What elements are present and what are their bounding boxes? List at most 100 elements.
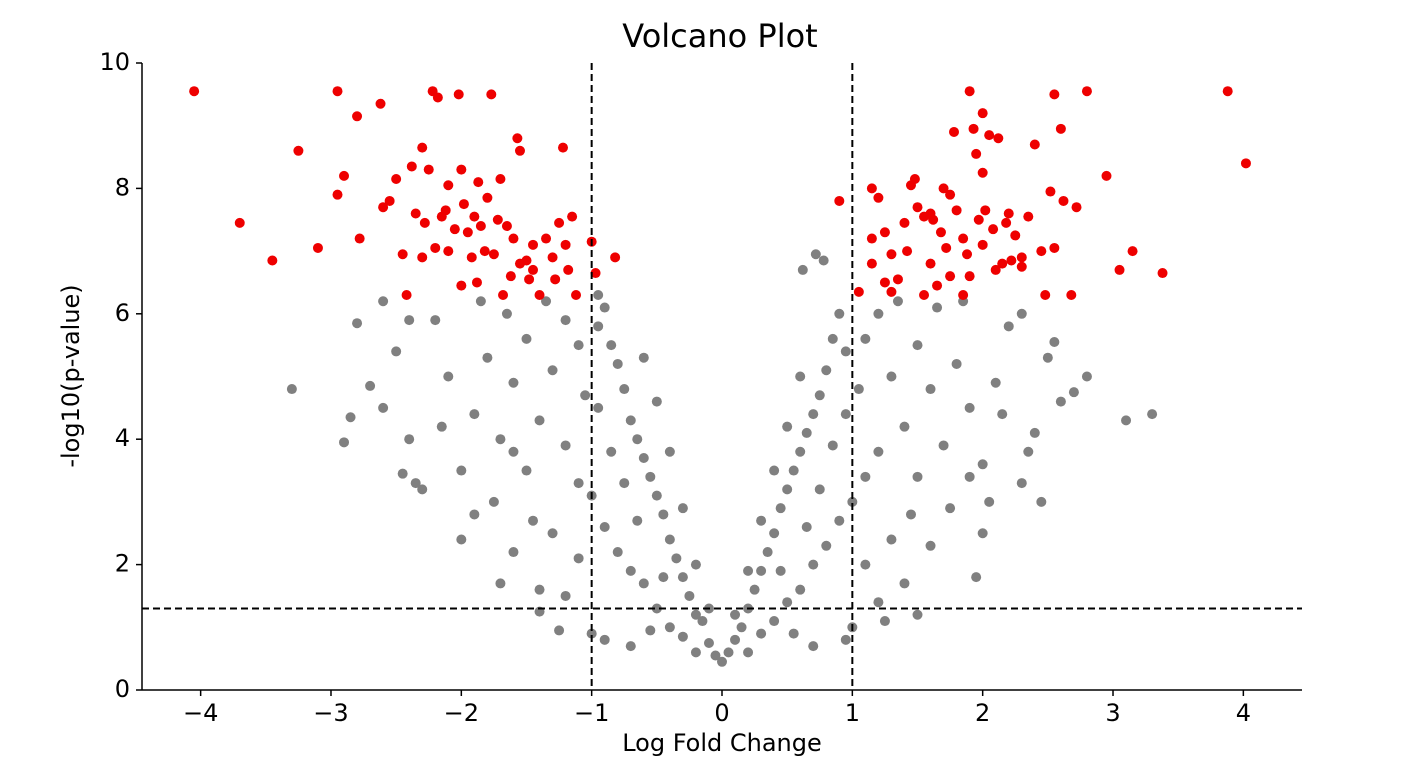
y-tick-label: 4 bbox=[115, 424, 130, 452]
point bbox=[521, 255, 532, 266]
point bbox=[593, 321, 604, 332]
point bbox=[1003, 208, 1014, 219]
point bbox=[625, 565, 636, 576]
point bbox=[1045, 186, 1056, 197]
point bbox=[528, 515, 539, 526]
point bbox=[962, 249, 973, 260]
point bbox=[795, 584, 806, 595]
point bbox=[486, 89, 497, 100]
point bbox=[1081, 86, 1092, 97]
point bbox=[492, 214, 503, 225]
point bbox=[730, 634, 741, 645]
point bbox=[801, 521, 812, 532]
point bbox=[528, 264, 539, 275]
point bbox=[443, 246, 454, 257]
point bbox=[189, 86, 200, 97]
point bbox=[651, 490, 662, 501]
point bbox=[1006, 255, 1017, 266]
point bbox=[404, 315, 415, 326]
point bbox=[810, 249, 821, 260]
point bbox=[912, 202, 923, 213]
point bbox=[586, 628, 597, 639]
point bbox=[550, 274, 561, 285]
point bbox=[977, 167, 988, 178]
point bbox=[703, 637, 714, 648]
point bbox=[775, 565, 786, 576]
x-tick-label: −2 bbox=[444, 699, 479, 727]
point bbox=[651, 603, 662, 614]
point bbox=[384, 195, 395, 206]
point bbox=[432, 92, 443, 103]
point bbox=[762, 547, 773, 558]
point bbox=[977, 528, 988, 539]
point bbox=[684, 590, 695, 601]
point bbox=[853, 384, 864, 395]
point bbox=[638, 453, 649, 464]
point bbox=[971, 148, 982, 159]
point bbox=[512, 133, 523, 144]
x-tick-label: 2 bbox=[975, 699, 990, 727]
point bbox=[267, 255, 278, 266]
point bbox=[508, 377, 519, 388]
point bbox=[782, 421, 793, 432]
point bbox=[938, 183, 949, 194]
point bbox=[834, 195, 845, 206]
point bbox=[951, 205, 962, 216]
point bbox=[1055, 123, 1066, 134]
point bbox=[1222, 86, 1233, 97]
point bbox=[951, 358, 962, 369]
point bbox=[847, 496, 858, 507]
point bbox=[567, 211, 578, 222]
point bbox=[886, 249, 897, 260]
point bbox=[973, 214, 984, 225]
point bbox=[501, 308, 512, 319]
x-tick-label: 0 bbox=[714, 699, 729, 727]
point bbox=[456, 465, 467, 476]
point bbox=[651, 396, 662, 407]
point bbox=[554, 625, 565, 636]
point bbox=[466, 252, 477, 263]
point bbox=[945, 189, 956, 200]
point bbox=[557, 142, 568, 153]
point bbox=[964, 402, 975, 413]
point bbox=[1127, 246, 1138, 257]
point bbox=[541, 296, 552, 307]
point bbox=[632, 515, 643, 526]
point bbox=[997, 258, 1008, 269]
point bbox=[988, 224, 999, 235]
point bbox=[968, 123, 979, 134]
point bbox=[1121, 415, 1132, 426]
point bbox=[990, 377, 1001, 388]
point bbox=[456, 280, 467, 291]
point bbox=[795, 446, 806, 457]
point bbox=[658, 509, 669, 520]
point bbox=[1023, 211, 1034, 222]
point bbox=[495, 434, 506, 445]
point bbox=[984, 130, 995, 141]
point bbox=[873, 446, 884, 457]
point bbox=[462, 227, 473, 238]
point bbox=[453, 89, 464, 100]
point bbox=[1157, 268, 1168, 279]
point bbox=[469, 409, 480, 420]
point bbox=[645, 625, 656, 636]
point bbox=[958, 289, 969, 300]
point bbox=[1055, 396, 1066, 407]
point bbox=[984, 496, 995, 507]
point bbox=[782, 597, 793, 608]
point bbox=[912, 340, 923, 351]
point bbox=[899, 421, 910, 432]
point bbox=[879, 227, 890, 238]
point bbox=[456, 534, 467, 545]
point bbox=[1147, 409, 1158, 420]
x-tick-label: −3 bbox=[313, 699, 348, 727]
point bbox=[749, 584, 760, 595]
point bbox=[938, 440, 949, 451]
point bbox=[528, 239, 539, 250]
point bbox=[990, 264, 1001, 275]
point bbox=[378, 402, 389, 413]
x-axis-label: Log Fold Change bbox=[622, 729, 822, 757]
point bbox=[879, 277, 890, 288]
point bbox=[571, 289, 582, 300]
point bbox=[1010, 230, 1021, 241]
